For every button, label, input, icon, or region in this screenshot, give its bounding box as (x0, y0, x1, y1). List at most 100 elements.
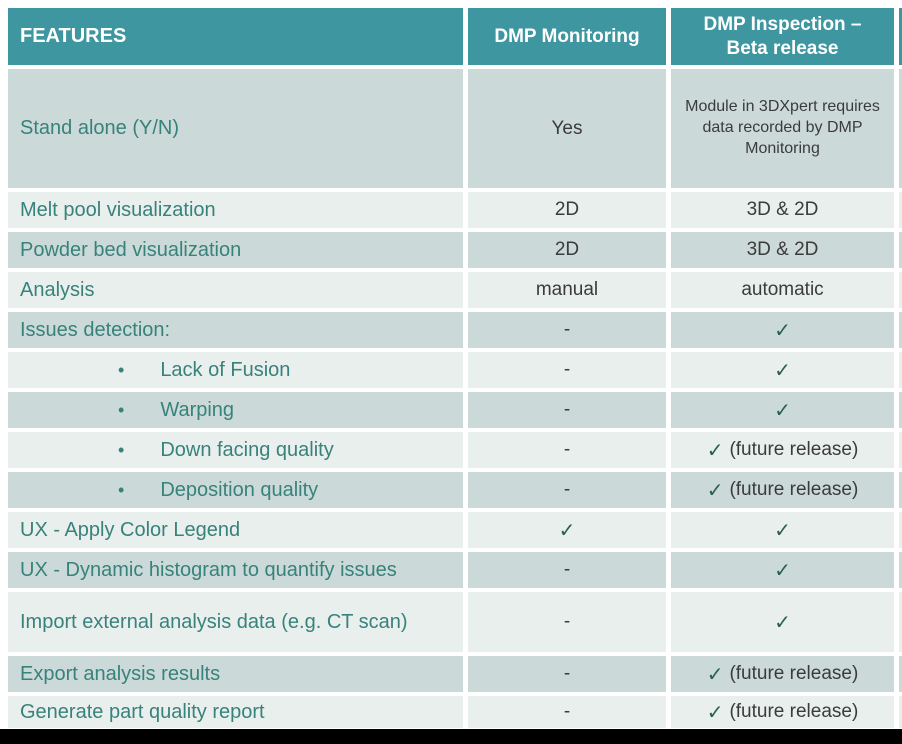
cropped-column-sliver (899, 512, 902, 548)
monitoring-cell: - (468, 656, 666, 692)
feature-cell: Export analysis results (8, 656, 463, 692)
check-icon: ✓ (706, 439, 724, 462)
monitoring-cell: - (468, 472, 666, 508)
features-header-label: FEATURES (20, 25, 127, 47)
check-icon: ✓ (774, 319, 791, 342)
feature-cell: Melt pool visualization (8, 192, 463, 228)
feature-label: Analysis (20, 278, 95, 301)
inspection-cell: 3D & 2D (671, 232, 894, 268)
inspection-cell: ✓ (671, 512, 894, 548)
check-icon: ✓ (706, 701, 724, 724)
monitoring-cell: - (468, 352, 666, 388)
value-text: - (563, 479, 571, 500)
monitoring-cell: manual (468, 272, 666, 308)
inspection-cell: ✓ (671, 392, 894, 428)
feature-label: Powder bed visualization (20, 238, 242, 261)
feature-label: Generate part quality report (20, 700, 265, 723)
cropped-column-sliver (899, 272, 902, 308)
feature-label: Melt pool visualization (20, 198, 216, 221)
check-icon: ✓ (774, 359, 791, 382)
feature-cell: Import external analysis data (e.g. CT s… (8, 592, 463, 652)
value-text: - (563, 611, 571, 632)
table-row: Powder bed visualization 2D 3D & 2D (8, 232, 902, 268)
feature-cell: • Lack of Fusion (8, 352, 463, 388)
cropped-column-sliver (899, 69, 902, 188)
feature-cell: • Deposition quality (8, 472, 463, 508)
feature-cell: Powder bed visualization (8, 232, 463, 268)
feature-cell: Issues detection: (8, 312, 463, 348)
bullet-icon: • (118, 359, 125, 380)
value-text: manual (535, 279, 599, 300)
future-release-note: (future release) (729, 439, 859, 460)
inspection-cell: ✓ (671, 312, 894, 348)
inspection-cell: ✓ (future release) (671, 696, 894, 728)
cropped-column-sliver (899, 8, 902, 65)
feature-label: Issues detection: (20, 318, 171, 341)
check-icon: ✓ (558, 519, 576, 542)
feature-cell: • Warping (8, 392, 463, 428)
inspection-cell: automatic (671, 272, 894, 308)
monitoring-cell: 2D (468, 192, 666, 228)
inspection-cell: ✓ (future release) (671, 472, 894, 508)
table-row: • Lack of Fusion - ✓ (8, 352, 902, 388)
inspection-cell: ✓ (671, 552, 894, 588)
feature-cell: UX - Apply Color Legend (8, 512, 463, 548)
future-release-note: (future release) (729, 479, 859, 500)
table-row: UX - Apply Color Legend ✓ ✓ (8, 512, 902, 548)
cropped-column-sliver (899, 472, 902, 508)
table-row: • Down facing quality - ✓ (future release) (8, 432, 902, 468)
feature-cell: • Down facing quality (8, 432, 463, 468)
monitoring-cell: - (468, 696, 666, 728)
monitoring-header-label: DMP Monitoring (494, 25, 640, 47)
future-release-note: (future release) (729, 663, 859, 684)
cropped-column-sliver (899, 432, 902, 468)
check-icon: ✓ (774, 519, 791, 542)
feature-label: Warping (160, 398, 235, 421)
inspection-cell: ✓ (671, 592, 894, 652)
cropped-column-sliver (899, 312, 902, 348)
check-icon: ✓ (774, 399, 791, 422)
future-release-note: (future release) (729, 701, 859, 722)
feature-label: Export analysis results (20, 662, 221, 685)
check-icon: ✓ (774, 611, 791, 634)
table-row: Analysis manual automatic (8, 272, 902, 308)
table-header-row: FEATURES DMP Monitoring DMP Inspection –… (8, 8, 902, 65)
inspection-header-line1: DMP Inspection – (703, 13, 862, 35)
value-text: 3D & 2D (746, 239, 819, 260)
value-text: - (563, 359, 571, 380)
value-text: - (563, 559, 571, 580)
inspection-cell: ✓ (671, 352, 894, 388)
inspection-cell: ✓ (future release) (671, 432, 894, 468)
monitoring-cell: - (468, 552, 666, 588)
feature-label: Lack of Fusion (160, 358, 291, 381)
monitoring-cell: - (468, 312, 666, 348)
cropped-column-sliver (899, 352, 902, 388)
feature-cell: Generate part quality report (8, 696, 463, 728)
table-row: UX - Dynamic histogram to quantify issue… (8, 552, 902, 588)
features-comparison-table: FEATURES DMP Monitoring DMP Inspection –… (8, 8, 902, 728)
table-body: Stand alone (Y/N) Yes Module in 3DXpert re… (8, 69, 902, 728)
feature-label: UX - Dynamic histogram to quantify issue… (20, 558, 397, 581)
table-row: Export analysis results - ✓ (future release… (8, 656, 902, 692)
monitoring-cell: Yes (468, 69, 666, 188)
table-row: Issues detection: - ✓ (8, 312, 902, 348)
monitoring-cell: ✓ (468, 512, 666, 548)
feature-cell: Analysis (8, 272, 463, 308)
value-text: - (563, 701, 571, 722)
value-text: 2D (554, 199, 580, 220)
feature-cell: Stand alone (Y/N) (8, 69, 463, 188)
cropped-column-sliver (899, 232, 902, 268)
value-text: 2D (554, 239, 580, 260)
feature-label: Import external analysis data (e.g. CT s… (20, 610, 408, 633)
table-row: Generate part quality report - ✓ (future re… (8, 696, 902, 728)
value-text: 3D & 2D (746, 199, 819, 220)
feature-label: Stand alone (Y/N) (20, 117, 179, 139)
column-header-dmp-monitoring: DMP Monitoring (468, 8, 666, 65)
value-text: - (563, 399, 571, 420)
bullet-icon: • (118, 479, 125, 500)
cropped-column-sliver (899, 192, 902, 228)
column-header-features: FEATURES (8, 8, 463, 65)
bullet-icon: • (118, 399, 125, 420)
feature-label: Down facing quality (160, 438, 334, 461)
